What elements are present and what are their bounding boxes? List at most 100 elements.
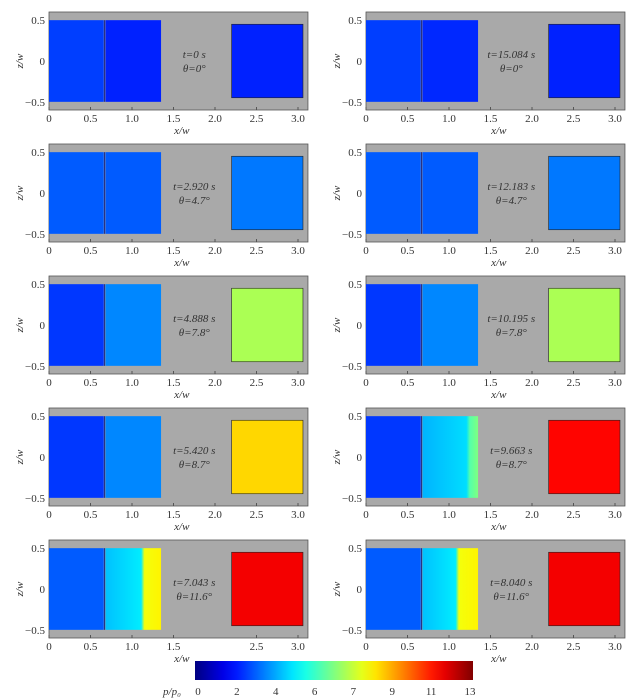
y-tick-label: −0.5 [25, 625, 45, 637]
x-tick-label: 3.0 [291, 113, 305, 125]
panel-9: t=7.043 sθ=11.6°0.50−0.5z/w0 0.5 1.0 1.5 2.5… [14, 539, 309, 665]
x-tick-label: 1.0 [125, 377, 139, 389]
downstream-region [105, 152, 162, 234]
y-axis-label: z/w [331, 449, 343, 465]
colorbar-label: p/p₀ [162, 686, 181, 698]
y-tick-label: 0.5 [31, 147, 45, 159]
colorbar-tick-label: 4 [273, 686, 279, 698]
x-tick-label: 2.0 [208, 113, 222, 125]
x-tick-label: 3.0 [608, 641, 622, 653]
x-tick-label: 3.0 [608, 509, 622, 521]
x-tick-label: 2.0 [208, 509, 222, 521]
upstream-region [366, 20, 421, 102]
y-tick-label: 0 [40, 320, 46, 332]
tank-region [231, 551, 304, 627]
y-tick-label: 0 [40, 452, 46, 464]
upstream-region [49, 152, 104, 234]
x-tick-label: 0.5 [84, 245, 98, 257]
tank-region [231, 155, 304, 231]
x-tick-label: 0.5 [84, 113, 98, 125]
time-label: t=5.420 s [173, 445, 215, 457]
y-tick-label: 0 [357, 56, 363, 68]
x-tick-label: 0 [46, 245, 52, 257]
angle-label: θ=7.8° [496, 327, 528, 339]
time-label: t=0 s [183, 49, 206, 61]
y-tick-label: 0 [357, 584, 363, 596]
colorbar-tick-label: 6 [312, 686, 318, 698]
x-tick-label: 3.0 [608, 113, 622, 125]
x-tick-label: 0.5 [84, 377, 98, 389]
x-tick-label: 0.5 [401, 641, 415, 653]
colorbar: 0 2 4 6 7 9 11 13 p/p₀ [162, 657, 476, 698]
panel-5: t=4.888 sθ=7.8°0.50−0.5z/w0 0.5 1.0 1.5 2.0 2… [14, 275, 309, 401]
x-tick-label: 1.5 [484, 377, 498, 389]
x-axis-label: x/w [490, 389, 507, 401]
x-tick-label: 2.0 [208, 245, 222, 257]
x-tick-label: 1.5 [167, 509, 181, 521]
y-tick-label: 0 [40, 584, 46, 596]
x-tick-label: 1.0 [442, 245, 456, 257]
upstream-region [49, 20, 104, 102]
y-tick-label: −0.5 [342, 229, 362, 241]
x-axis-label: x/w [490, 521, 507, 533]
tank-region [548, 419, 621, 495]
y-tick-label: −0.5 [25, 97, 45, 109]
colorbar-tick-label: 9 [390, 686, 396, 698]
x-tick-label: 3.0 [291, 509, 305, 521]
downstream-region [422, 20, 479, 102]
x-tick-label: 0 [46, 509, 52, 521]
angle-label: θ=8.7° [179, 459, 211, 471]
tank-region [231, 287, 304, 363]
downstream-region [422, 152, 479, 234]
y-axis-label: z/w [331, 317, 343, 333]
upstream-region [49, 284, 104, 366]
y-axis-label: z/w [14, 185, 26, 201]
x-tick-label: 0 [46, 377, 52, 389]
x-tick-label: 0.5 [401, 377, 415, 389]
x-tick-label: 3.0 [608, 245, 622, 257]
angle-label: θ=4.7° [179, 195, 211, 207]
x-axis-label: x/w [173, 257, 190, 269]
colorbar-tick-label: 13 [465, 686, 477, 698]
x-tick-label: 2.0 [525, 113, 539, 125]
y-tick-label: 0.5 [31, 279, 45, 291]
x-tick-label: 1.0 [125, 509, 139, 521]
y-tick-label: 0.5 [348, 147, 362, 159]
x-tick-label: 2.5 [567, 377, 581, 389]
x-tick-label: 3.0 [608, 377, 622, 389]
downstream-region [105, 284, 162, 366]
x-tick-label: 0 [363, 641, 369, 653]
x-tick-label: 2.0 [525, 377, 539, 389]
x-tick-label: 2.0 [525, 509, 539, 521]
time-label: t=12.183 s [487, 181, 535, 193]
y-tick-label: 0 [357, 452, 363, 464]
time-label: t=9.663 s [490, 445, 532, 457]
downstream-region [422, 284, 479, 366]
x-tick-label: 0 [363, 245, 369, 257]
x-tick-label: 2.0 [208, 377, 222, 389]
y-axis-label: z/w [14, 53, 26, 69]
y-axis-label: z/w [331, 53, 343, 69]
panel-1: t=0 sθ=0°0.50−0.5z/w0 0.5 1.0 1.5 2.0 2.5 3.0x… [14, 11, 309, 137]
panel-7: t=5.420 sθ=8.7°0.50−0.5z/w0 0.5 1.0 1.5 2.0 2… [14, 407, 309, 533]
y-tick-label: 0.5 [348, 543, 362, 555]
y-tick-label: 0 [40, 188, 46, 200]
x-tick-label: 1.0 [442, 641, 456, 653]
angle-label: θ=0° [500, 63, 523, 75]
x-tick-label: 1.0 [442, 377, 456, 389]
y-tick-label: −0.5 [342, 361, 362, 373]
y-tick-label: 0.5 [31, 411, 45, 423]
y-axis-label: z/w [14, 581, 26, 597]
tank-region [548, 155, 621, 231]
x-axis-label: x/w [173, 521, 190, 533]
panel-10: t=8.040 sθ=11.6°0.50−0.5z/w0 0.5 1.0 1.5 2.0… [331, 539, 626, 665]
x-axis-label: x/w [173, 125, 190, 137]
x-tick-label: 1.5 [167, 377, 181, 389]
x-tick-label: 2.5 [250, 509, 264, 521]
x-axis-label: x/w [173, 653, 190, 665]
upstream-region [366, 548, 421, 630]
x-tick-label: 1.0 [125, 641, 139, 653]
y-tick-label: 0 [40, 56, 46, 68]
x-tick-label: 1.5 [484, 245, 498, 257]
y-tick-label: 0.5 [348, 279, 362, 291]
